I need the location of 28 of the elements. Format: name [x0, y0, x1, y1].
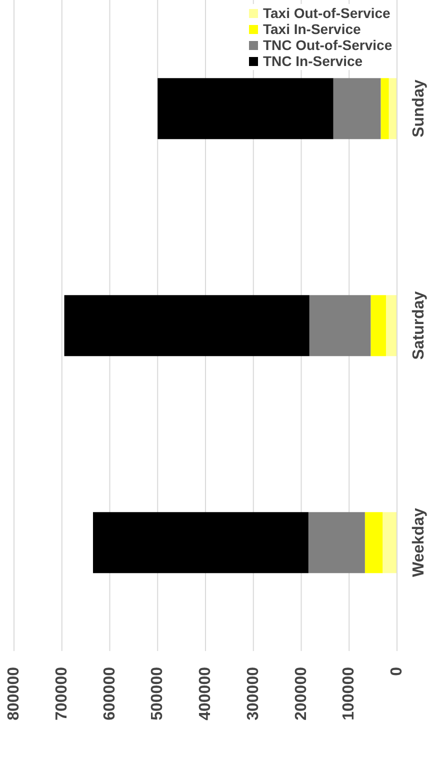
- legend-label: Taxi Out-of-Service: [263, 5, 390, 21]
- bar: [92, 512, 308, 574]
- y-tick-label: Saturday: [410, 291, 428, 360]
- bar: [382, 512, 397, 574]
- x-tick-label: 700000: [53, 666, 70, 720]
- y-tick-label: Weekday: [410, 508, 428, 578]
- bar: [370, 295, 386, 356]
- bar: [388, 78, 397, 140]
- bar: [64, 295, 310, 356]
- legend-label: Taxi In-Service: [263, 21, 361, 37]
- x-tick-label: 300000: [244, 666, 262, 720]
- bar: [333, 78, 381, 140]
- bar: [364, 512, 383, 574]
- bar: [158, 78, 334, 140]
- y-tick-label: Sunday: [410, 80, 428, 138]
- bar: [380, 78, 389, 140]
- x-tick-label: 100000: [340, 666, 358, 720]
- x-tick-label: 800000: [6, 666, 22, 720]
- x-tick-label: 0: [388, 666, 406, 676]
- x-tick-label: 500000: [149, 666, 166, 720]
- bar: [308, 512, 365, 574]
- x-tick-label: 400000: [197, 666, 214, 720]
- bar: [309, 295, 371, 356]
- bar: [386, 295, 397, 356]
- legend-label: TNC In-Service: [263, 53, 363, 69]
- x-tick-label: 200000: [292, 666, 310, 720]
- x-tick-label: 600000: [101, 666, 118, 720]
- legend-label: TNC Out-of-Service: [263, 37, 392, 53]
